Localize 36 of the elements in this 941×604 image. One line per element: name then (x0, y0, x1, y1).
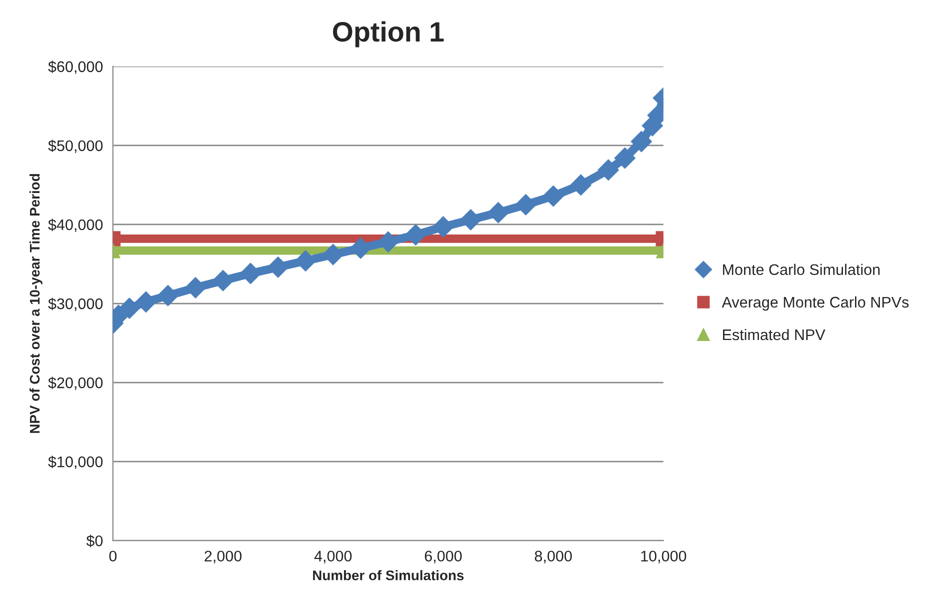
point (240, 262, 262, 284)
point (404, 224, 426, 246)
point (570, 174, 592, 196)
y-tick-label: $10,000 (48, 456, 103, 470)
y-axis-title: NPV of Cost over a 10-year Time Period (29, 174, 42, 433)
x-tick-label: 8,000 (534, 550, 572, 564)
y-tick-label: $20,000 (48, 376, 103, 390)
legend-label: Average Monte Carlo NPVs (722, 296, 909, 311)
y-tick-label: $40,000 (48, 218, 103, 232)
chart-title: Option 1 (332, 21, 444, 48)
point (460, 208, 482, 231)
x-tick-label: 6,000 (424, 550, 462, 564)
x-tick-label: 0 (109, 550, 117, 562)
point (212, 270, 234, 292)
point (542, 185, 564, 207)
point (614, 147, 636, 169)
point (630, 130, 652, 152)
point (432, 216, 454, 238)
point (294, 250, 316, 272)
legend-label: Estimated NPV (723, 328, 826, 340)
point (135, 291, 157, 313)
point (598, 159, 620, 181)
x-axis-title: Number of Simulations (313, 570, 464, 580)
x-tick-label: 4,000 (314, 550, 352, 564)
point (487, 202, 510, 224)
point (118, 297, 140, 320)
x-tick-label: 10,000 (641, 550, 686, 564)
point (184, 276, 206, 299)
y-tick-label: $60,000 (48, 60, 103, 74)
point (157, 284, 179, 306)
y-tick-label: $0 (86, 534, 103, 548)
legend-label: Monte Carlo Simulation (723, 264, 880, 276)
x-tick-label: 2,000 (204, 550, 242, 564)
point (514, 194, 537, 216)
y-tick-label: $50,000 (48, 140, 103, 153)
y-tick-label: $30,000 (48, 298, 103, 311)
